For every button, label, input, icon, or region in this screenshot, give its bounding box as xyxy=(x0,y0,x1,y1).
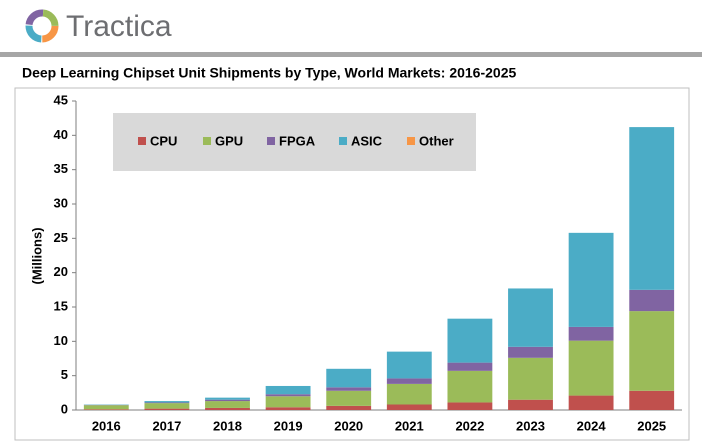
bar-segment xyxy=(326,369,371,388)
bar-segment xyxy=(84,409,129,410)
bar-segment xyxy=(266,394,311,396)
bar-segment xyxy=(629,127,674,290)
bar-segment xyxy=(447,319,492,363)
header-rule xyxy=(0,52,702,57)
brand: Tractica xyxy=(66,10,172,43)
y-tick-label: 20 xyxy=(54,264,68,279)
y-tick-label: 0 xyxy=(61,401,68,416)
y-tick-label: 35 xyxy=(54,161,68,176)
bar-segment xyxy=(447,371,492,403)
bar-segment xyxy=(205,400,250,401)
x-tick-label: 2017 xyxy=(152,418,181,433)
bar-segment xyxy=(629,311,674,391)
bar-segment xyxy=(266,386,311,394)
x-tick-label: 2025 xyxy=(637,418,666,433)
bar-segment xyxy=(326,387,371,390)
bar-segment xyxy=(569,327,614,341)
x-tick-label: 2018 xyxy=(213,418,242,433)
bar-segment xyxy=(629,391,674,410)
bar-segment xyxy=(387,352,432,379)
chart-title: Deep Learning Chipset Unit Shipments by … xyxy=(22,65,516,81)
legend-label: ASIC xyxy=(351,133,383,148)
bar-segment xyxy=(387,378,432,383)
bar-segment xyxy=(205,408,250,410)
bar-segment xyxy=(447,363,492,371)
bar-segment xyxy=(508,400,553,410)
y-tick-label: 5 xyxy=(61,367,68,382)
y-tick-label: 15 xyxy=(54,298,68,313)
bar-segment xyxy=(569,396,614,410)
legend-swatch xyxy=(203,137,211,145)
bar-segment xyxy=(144,401,189,402)
bar-segment xyxy=(144,409,189,410)
x-tick-label: 2019 xyxy=(274,418,303,433)
x-tick-label: 2020 xyxy=(334,418,363,433)
legend-swatch xyxy=(407,137,415,145)
y-tick-label: 45 xyxy=(54,92,68,107)
bar-segment xyxy=(144,402,189,403)
bar-segment xyxy=(508,288,553,346)
legend-label: Other xyxy=(419,133,454,148)
legend-label: FPGA xyxy=(279,133,316,148)
bar-segment xyxy=(266,396,311,407)
bar-segment xyxy=(569,233,614,327)
legend-swatch xyxy=(138,137,146,145)
y-tick-label: 30 xyxy=(54,195,68,210)
bar-segment xyxy=(205,401,250,408)
x-tick-label: 2024 xyxy=(577,418,607,433)
bar-segment xyxy=(84,405,129,409)
x-tick-label: 2016 xyxy=(92,418,121,433)
bar-segment xyxy=(569,341,614,396)
y-tick-label: 40 xyxy=(54,127,68,142)
bar-segment xyxy=(144,403,189,408)
bar-segment xyxy=(326,391,371,406)
bar-segment xyxy=(387,405,432,410)
x-tick-label: 2023 xyxy=(516,418,545,433)
bar-segment xyxy=(508,347,553,358)
legend-swatch xyxy=(267,137,275,145)
bar-segment xyxy=(447,402,492,410)
bar-segment xyxy=(629,290,674,311)
bar-segment xyxy=(387,384,432,405)
y-tick-label: 10 xyxy=(54,333,68,348)
bar-segment xyxy=(508,358,553,400)
y-axis-label: (Millions) xyxy=(29,227,44,284)
legend-label: GPU xyxy=(215,133,243,148)
x-tick-label: 2022 xyxy=(455,418,484,433)
legend-label: CPU xyxy=(150,133,177,148)
x-tick-label: 2021 xyxy=(395,418,424,433)
bar-segment xyxy=(266,407,311,410)
logo xyxy=(29,13,55,39)
y-tick-label: 25 xyxy=(54,230,68,245)
legend-swatch xyxy=(339,137,347,145)
bar-segment xyxy=(326,406,371,410)
bar-segment xyxy=(205,398,250,400)
